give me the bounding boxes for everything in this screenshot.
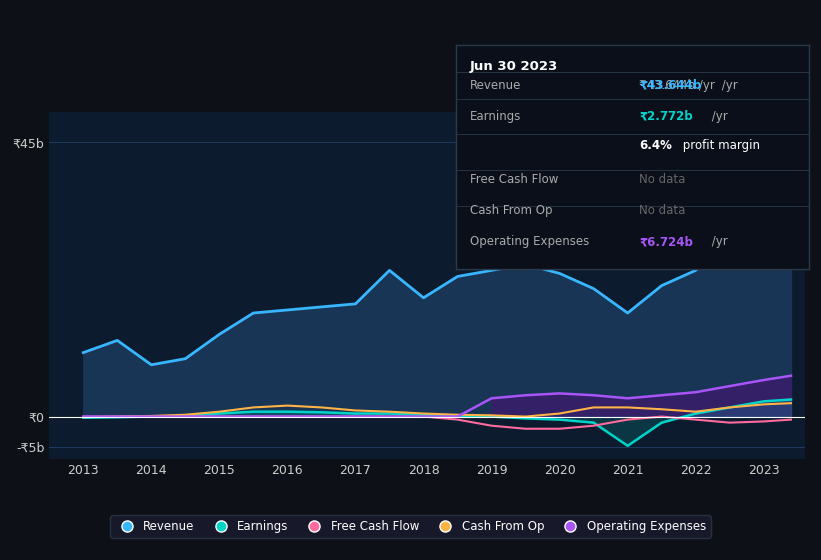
Text: Jun 30 2023: Jun 30 2023	[470, 60, 558, 73]
Text: Operating Expenses: Operating Expenses	[470, 235, 589, 249]
Text: ₹2.772b: ₹2.772b	[640, 110, 693, 123]
Text: /yr: /yr	[709, 110, 728, 123]
Text: 6.4%: 6.4%	[640, 139, 672, 152]
Text: Free Cash Flow: Free Cash Flow	[470, 172, 558, 186]
Text: ₹6.724b: ₹6.724b	[640, 235, 693, 249]
Text: /yr: /yr	[709, 235, 728, 249]
Text: profit margin: profit margin	[679, 139, 759, 152]
Text: Cash From Op: Cash From Op	[470, 204, 553, 217]
Text: No data: No data	[640, 204, 686, 217]
Text: No data: No data	[640, 172, 686, 186]
Text: /yr: /yr	[718, 78, 738, 92]
Text: Earnings: Earnings	[470, 110, 521, 123]
Text: ₹43.644b: ₹43.644b	[640, 78, 701, 92]
Legend: Revenue, Earnings, Free Cash Flow, Cash From Op, Operating Expenses: Revenue, Earnings, Free Cash Flow, Cash …	[110, 515, 711, 538]
Text: ₹43.644b /yr: ₹43.644b /yr	[640, 78, 715, 92]
Text: Revenue: Revenue	[470, 78, 521, 92]
